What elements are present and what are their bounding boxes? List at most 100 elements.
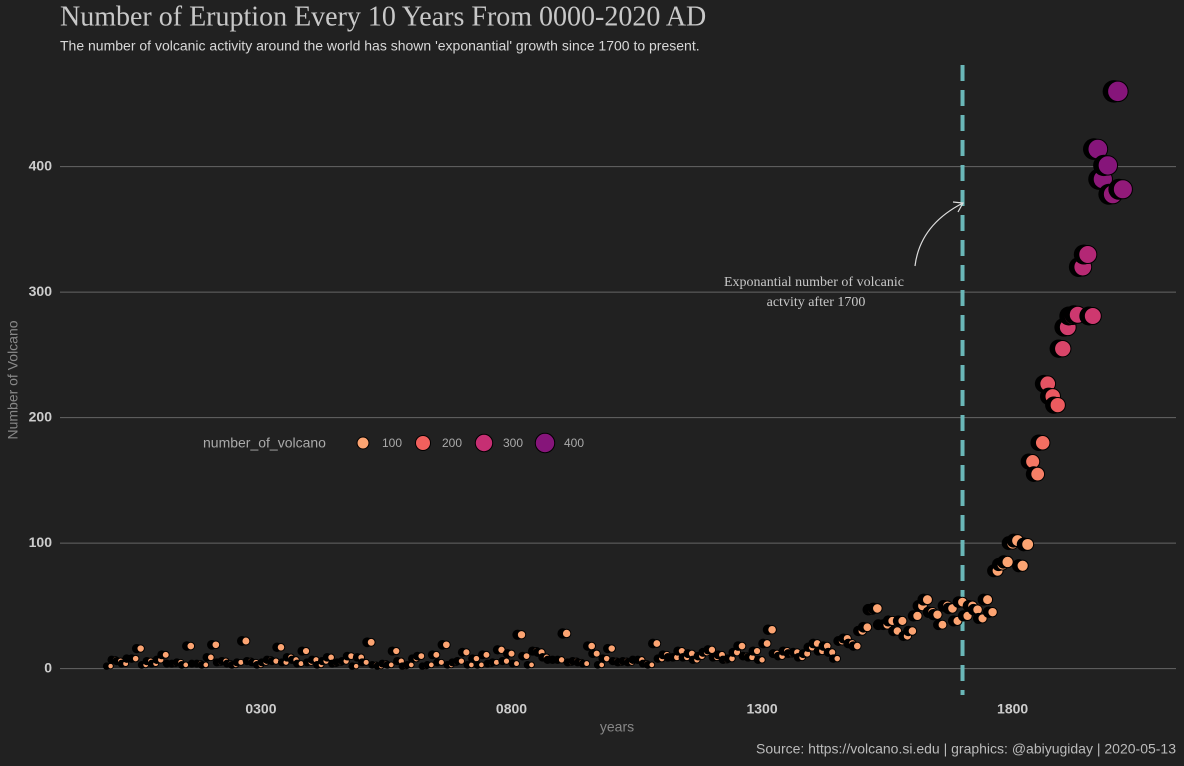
y-axis-label: Number of Volcano xyxy=(5,320,21,439)
point xyxy=(136,644,145,653)
point xyxy=(362,658,370,666)
legend-key xyxy=(474,433,494,453)
legend-title: number_of_volcano xyxy=(203,435,326,451)
point xyxy=(107,662,114,670)
point xyxy=(528,661,535,669)
arrow-head xyxy=(952,201,964,213)
point xyxy=(652,639,662,648)
point xyxy=(468,661,475,669)
point xyxy=(462,648,471,657)
caption: Source: https://volcano.si.edu | graphic… xyxy=(756,741,1176,757)
y-tick-label: 300 xyxy=(29,283,53,299)
point xyxy=(1083,307,1102,325)
point xyxy=(833,654,842,663)
point xyxy=(607,644,616,653)
point xyxy=(437,658,445,666)
grid: 0 100 200 300 400 0300 0800 1300 1800 xyxy=(29,65,1176,717)
point xyxy=(186,641,196,651)
point xyxy=(1054,339,1072,358)
point xyxy=(1016,559,1029,572)
x-tick-label: 0800 xyxy=(496,701,527,717)
legend-label: 100 xyxy=(382,436,402,450)
point xyxy=(583,660,591,668)
point xyxy=(442,640,451,650)
point xyxy=(482,650,491,659)
point xyxy=(1112,179,1133,200)
point xyxy=(297,660,305,668)
point xyxy=(1001,555,1014,569)
point xyxy=(987,606,998,618)
point xyxy=(921,594,933,606)
point xyxy=(561,628,572,639)
point xyxy=(202,661,210,669)
y-tick-label: 400 xyxy=(29,157,53,173)
chart-subtitle: The number of volcanic activity around t… xyxy=(60,38,700,54)
point xyxy=(387,661,395,669)
point xyxy=(1021,537,1035,551)
point xyxy=(241,636,251,646)
point xyxy=(872,603,883,614)
point xyxy=(407,661,415,669)
point xyxy=(211,640,221,650)
legend-key xyxy=(414,434,432,452)
point xyxy=(392,646,401,656)
point xyxy=(1097,155,1119,176)
point xyxy=(598,661,606,669)
legend-key xyxy=(534,432,556,454)
point xyxy=(457,657,466,665)
point xyxy=(516,630,527,640)
point xyxy=(767,624,777,635)
point xyxy=(513,660,520,668)
point xyxy=(366,637,376,647)
point xyxy=(327,653,335,662)
point xyxy=(1107,80,1129,103)
point xyxy=(932,609,943,620)
point xyxy=(182,661,190,669)
annotation-arrow xyxy=(914,202,964,267)
point xyxy=(648,661,656,669)
point xyxy=(352,662,360,670)
point xyxy=(762,639,772,648)
point xyxy=(897,615,908,626)
chart-title: Number of Eruption Every 10 Years From 0… xyxy=(60,1,706,32)
point xyxy=(592,649,601,658)
annotation-line: actvity after 1700 xyxy=(767,295,866,310)
point xyxy=(1078,244,1098,265)
x-tick-label: 1800 xyxy=(997,701,1028,717)
point xyxy=(758,656,766,664)
point xyxy=(161,650,170,659)
point xyxy=(522,652,531,660)
point xyxy=(907,626,918,636)
point xyxy=(982,594,994,606)
point xyxy=(417,652,426,660)
point xyxy=(131,654,140,663)
legend: number_of_volcano 100 200 300 400 xyxy=(203,432,584,454)
y-tick-label: 100 xyxy=(29,534,53,550)
y-tick-label: 0 xyxy=(44,659,52,675)
y-tick-label: 200 xyxy=(29,408,53,424)
points xyxy=(102,80,1133,670)
point xyxy=(862,622,873,633)
legend-label: 200 xyxy=(442,436,462,450)
x-tick-label: 0300 xyxy=(245,701,276,717)
point xyxy=(507,649,516,658)
legend-label: 300 xyxy=(503,436,523,450)
point xyxy=(207,653,215,662)
point xyxy=(432,650,441,659)
point xyxy=(912,610,923,622)
point xyxy=(587,641,596,651)
annotation-line: Exponantial number of volcanic xyxy=(724,275,904,290)
point xyxy=(301,646,311,656)
legend-key xyxy=(356,436,370,450)
point xyxy=(1034,435,1051,451)
point xyxy=(852,641,862,651)
point xyxy=(937,619,948,630)
point xyxy=(1030,466,1046,482)
point xyxy=(427,661,435,669)
point xyxy=(1049,396,1066,414)
point xyxy=(737,641,747,651)
point xyxy=(752,646,762,656)
point xyxy=(276,643,286,652)
